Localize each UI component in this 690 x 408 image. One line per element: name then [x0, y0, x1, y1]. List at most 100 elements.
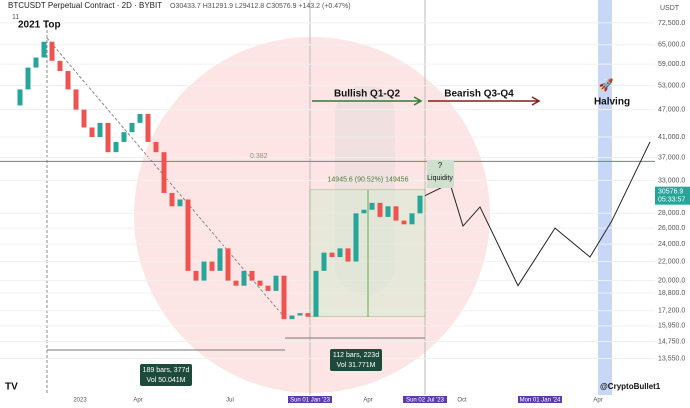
candle	[241, 270, 247, 286]
x-label-bg	[518, 396, 562, 403]
y-tick-label: 37,000.0	[658, 154, 685, 161]
price-label: 30576.9	[658, 189, 683, 196]
candle	[25, 67, 31, 90]
y-tick-label: 26,000.0	[658, 225, 685, 232]
y-tick-label: 20,000.0	[658, 277, 685, 284]
annotation: Bullish Q1-Q2	[334, 89, 401, 100]
x-label-bg	[403, 396, 447, 403]
x-tick-label: Jul	[226, 398, 234, 403]
currency: USDT	[660, 5, 680, 12]
annotation: Bearish Q3-Q4	[444, 89, 514, 100]
candle	[33, 57, 39, 68]
candle	[113, 141, 119, 153]
candle	[153, 141, 159, 153]
annotation: Halving	[594, 97, 630, 108]
measure-label: 112 bars, 223d	[333, 352, 379, 359]
y-tick-label: 41,000.0	[658, 134, 685, 141]
candle	[265, 285, 271, 291]
candle	[417, 195, 423, 214]
candle	[145, 113, 151, 142]
arrow-head	[531, 96, 541, 106]
y-tick-label: 33,000.0	[658, 177, 685, 184]
x-tick-label: Sun 01 Jan '23	[290, 398, 331, 403]
liquidity-box	[427, 160, 454, 188]
indicator: 11	[12, 14, 19, 21]
candle	[89, 127, 95, 137]
halving-band	[598, 0, 612, 395]
y-tick-label: 14,750.0	[658, 338, 685, 345]
candle	[177, 199, 183, 207]
candle	[353, 213, 359, 262]
candle	[377, 202, 383, 217]
y-tick-label: 65,000.0	[658, 42, 685, 49]
candle	[329, 252, 335, 258]
x-tick-label: Oct	[457, 398, 467, 403]
candle	[313, 270, 319, 317]
candle	[49, 41, 55, 61]
y-tick-label: 22,000.0	[658, 258, 685, 265]
ohlc: O30433.7 H31291.9 L29412.8 C30576.9 +143…	[170, 3, 351, 10]
x-tick-label: Mon 01 Jan '24	[520, 398, 562, 403]
measure-label: Vol 31.771M	[337, 362, 376, 369]
candle	[105, 122, 111, 153]
y-tick-label: 17,200.0	[658, 308, 685, 315]
x-tick-label: Apr	[363, 398, 372, 403]
x-tick-label: Apr	[133, 398, 142, 403]
annotation: 2021 Top	[18, 20, 61, 31]
candle	[401, 220, 407, 225]
candle	[137, 113, 143, 123]
candle	[385, 206, 391, 217]
candle	[217, 248, 223, 271]
candle	[161, 152, 167, 193]
candle	[73, 89, 79, 110]
measure-label: 189 bars, 377d	[143, 367, 190, 374]
candle	[17, 89, 23, 106]
candle	[337, 248, 343, 258]
candle	[193, 270, 199, 281]
candle	[65, 71, 71, 90]
x-tick-label: 2023	[73, 398, 87, 403]
y-tick-label: 18,800.0	[658, 290, 685, 297]
measure-box	[330, 349, 382, 371]
price-tag	[655, 186, 690, 205]
candle	[273, 275, 279, 291]
y-tick-label: 28,000.0	[658, 210, 685, 217]
arrow-head	[413, 96, 423, 106]
x-tick-label: Apr	[593, 398, 602, 403]
candle	[305, 313, 311, 317]
measure-box	[140, 364, 192, 386]
candle	[393, 206, 399, 221]
candle	[345, 248, 351, 262]
candle	[209, 261, 215, 271]
y-tick-label: 13,550.0	[658, 355, 685, 362]
x-label-bg	[288, 396, 332, 403]
fib-label: 0.382	[250, 153, 268, 160]
range-label: 14945.6 (90.52%) 149456	[328, 177, 409, 184]
candle	[369, 202, 375, 210]
candle	[169, 192, 175, 207]
candle	[185, 199, 191, 271]
x-tick-label: Sun 02 Jul '23	[406, 398, 445, 403]
candle	[41, 41, 47, 58]
measure-label: Vol 50.041M	[147, 377, 186, 384]
candle	[409, 213, 415, 225]
candle	[297, 313, 303, 316]
y-tick-label: 53,000.0	[658, 82, 685, 89]
candle	[281, 275, 287, 320]
candle	[201, 261, 207, 281]
rocket: 🚀	[599, 78, 614, 92]
countdown: 05:33:57	[658, 197, 685, 204]
y-tick-label: 47,000.0	[658, 106, 685, 113]
candle	[129, 122, 135, 133]
author: @CryptoBullet1	[600, 382, 661, 391]
projection-line	[424, 141, 651, 287]
candle	[321, 252, 327, 271]
candle	[121, 132, 127, 142]
candle	[57, 60, 63, 72]
annotation: ?	[438, 161, 443, 170]
annotation: Liquidity	[427, 175, 453, 182]
candle	[225, 248, 231, 281]
candle	[249, 270, 255, 281]
candle	[361, 209, 367, 214]
